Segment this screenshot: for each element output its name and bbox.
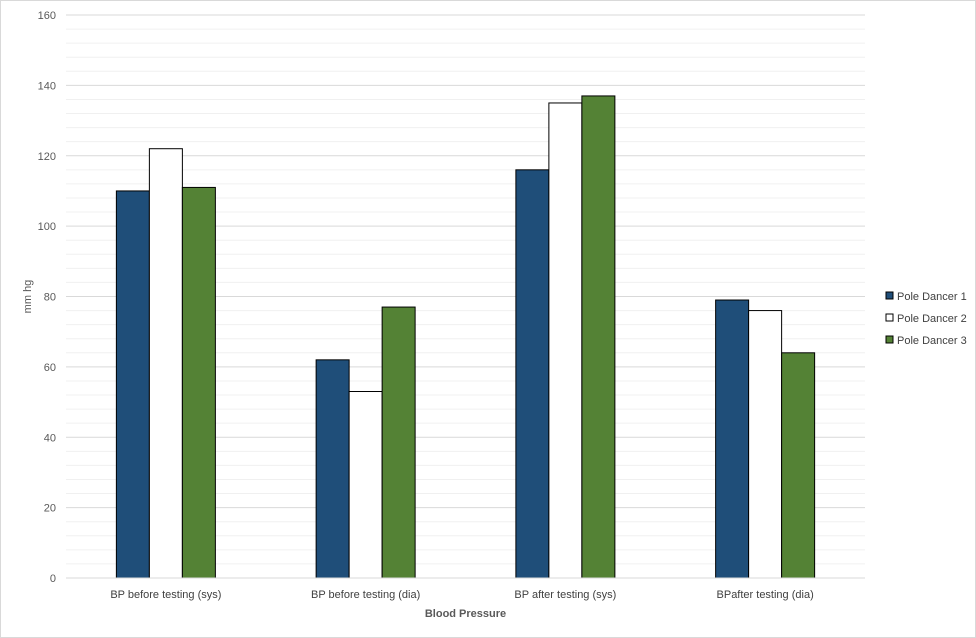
- y-axis-title: mm hg: [22, 280, 34, 314]
- y-tick-label: 120: [38, 151, 56, 163]
- bar-pole-dancer-1-3: [515, 169, 550, 579]
- legend-label: Pole Dancer 1: [897, 291, 967, 303]
- y-tick-label: 80: [44, 292, 56, 304]
- bar-pole-dancer-2-2: [348, 391, 383, 579]
- y-axis-ticks: 0 20 40 60 80 100 120 140 160: [38, 10, 56, 585]
- x-category-label: BP before testing (sys): [110, 589, 221, 601]
- bar-pole-dancer-3-2: [381, 306, 416, 579]
- x-axis-title: Blood Pressure: [425, 608, 506, 620]
- bar-pole-dancer-2-4: [748, 310, 783, 579]
- y-tick-label: 100: [38, 221, 56, 233]
- bar-pole-dancer-1-1: [115, 190, 150, 579]
- x-axis-categories: BP before testing (sys) BP before testing…: [110, 589, 813, 601]
- bar-pole-dancer-1-2: [315, 359, 350, 579]
- legend: Pole Dancer 1 Pole Dancer 2 Pole Dancer 3: [885, 291, 967, 347]
- legend-swatch: [885, 313, 894, 322]
- bar-pole-dancer-3-3: [581, 95, 616, 579]
- y-tick-label: 160: [38, 10, 56, 22]
- y-tick-label: 20: [44, 503, 56, 515]
- bar-pole-dancer-3-4: [781, 352, 816, 579]
- legend-label: Pole Dancer 2: [897, 313, 967, 325]
- x-category-label: BP after testing (sys): [514, 589, 616, 601]
- y-tick-label: 0: [50, 573, 56, 585]
- x-category-label: BPafter testing (dia): [717, 589, 814, 601]
- legend-label: Pole Dancer 3: [897, 335, 967, 347]
- bar-pole-dancer-3-1: [181, 186, 216, 579]
- x-category-label: BP before testing (dia): [311, 589, 420, 601]
- bar-pole-dancer-1-4: [715, 299, 750, 579]
- bar-pole-dancer-2-1: [148, 148, 183, 579]
- legend-swatch: [885, 335, 894, 344]
- y-tick-label: 40: [44, 432, 56, 444]
- bars: [115, 95, 816, 579]
- y-tick-label: 60: [44, 362, 56, 374]
- y-tick-label: 140: [38, 80, 56, 92]
- bar-pole-dancer-2-3: [548, 102, 583, 579]
- legend-swatch: [885, 291, 894, 300]
